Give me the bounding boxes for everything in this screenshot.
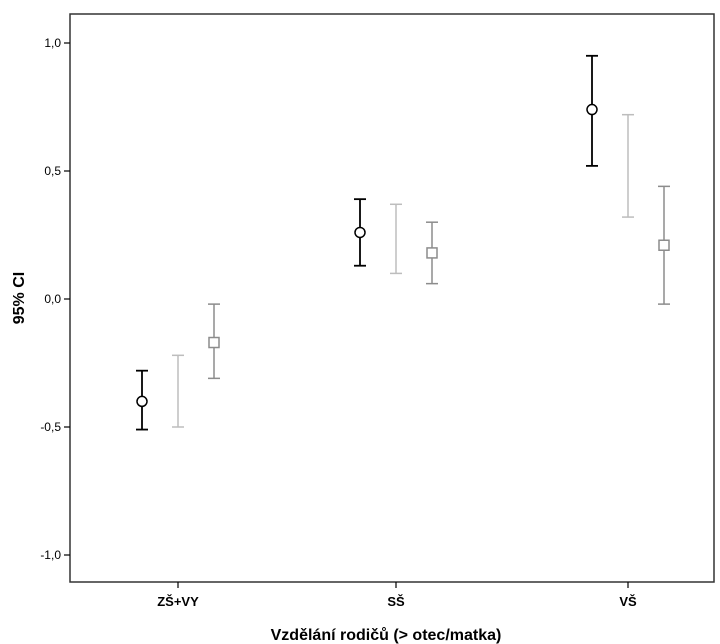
mean-marker-circle [586,103,598,116]
y-tick-label: 0,5 [44,164,61,178]
error-bar-series [136,54,598,431]
y-tick-label: -1,0 [40,548,61,562]
y-axis-title: 95% CI [11,272,28,324]
x-tick-label: ZŠ+VY [157,594,199,609]
error-bar-series [172,113,634,428]
error-bar-series [208,185,670,380]
x-axis: ZŠ+VY SŠ VŠ [157,582,637,609]
y-axis: -1,0 -0,5 0,0 0,5 1,0 [40,36,70,562]
plot-frame [69,13,715,583]
mean-marker-circle [136,395,148,408]
x-tick-label: SŠ [387,594,405,609]
x-tick-label: VŠ [619,594,637,609]
x-axis-title: Vzdělání rodičů (> otec/matka) [271,627,502,644]
mean-marker-square [658,239,670,251]
y-tick-label: 1,0 [44,36,61,50]
mean-marker-circle [354,226,366,239]
mean-marker-square [426,247,438,259]
mean-marker-square [208,336,220,349]
series-group [136,54,670,431]
y-tick-label: -0,5 [40,420,61,434]
y-tick-label: 0,0 [44,292,61,306]
